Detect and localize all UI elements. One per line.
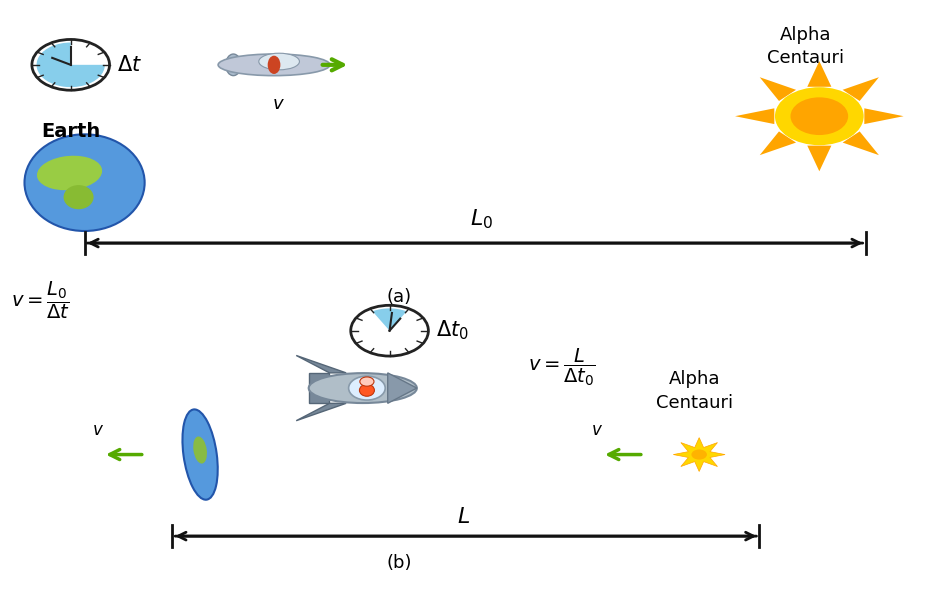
Polygon shape — [760, 77, 796, 101]
Circle shape — [360, 377, 374, 386]
Polygon shape — [807, 61, 832, 87]
Ellipse shape — [268, 56, 280, 74]
Polygon shape — [297, 403, 346, 421]
Text: (a): (a) — [387, 288, 412, 307]
Ellipse shape — [193, 436, 207, 464]
Circle shape — [32, 39, 109, 90]
Wedge shape — [373, 308, 407, 331]
Ellipse shape — [226, 54, 241, 76]
Circle shape — [775, 87, 864, 145]
Polygon shape — [760, 132, 796, 155]
Polygon shape — [843, 132, 879, 155]
Circle shape — [349, 376, 386, 400]
Ellipse shape — [24, 134, 145, 231]
Ellipse shape — [309, 373, 417, 403]
Polygon shape — [297, 356, 346, 373]
Polygon shape — [387, 373, 417, 403]
Text: $\Delta t_0$: $\Delta t_0$ — [436, 319, 469, 342]
Ellipse shape — [37, 156, 102, 190]
Text: $L_0$: $L_0$ — [470, 208, 493, 231]
Circle shape — [791, 97, 848, 135]
Text: Alpha
Centauri: Alpha Centauri — [656, 370, 733, 412]
Text: $v$: $v$ — [591, 421, 603, 439]
Polygon shape — [843, 77, 879, 101]
Text: $v$: $v$ — [93, 421, 105, 439]
Circle shape — [692, 449, 707, 459]
Polygon shape — [673, 438, 725, 472]
Wedge shape — [36, 42, 105, 87]
Text: $v$: $v$ — [273, 95, 286, 113]
Text: $\Delta t$: $\Delta t$ — [117, 55, 142, 75]
Text: Alpha
Centauri: Alpha Centauri — [767, 25, 844, 67]
Polygon shape — [735, 108, 774, 124]
Text: (b): (b) — [386, 554, 412, 572]
Circle shape — [350, 305, 428, 356]
Polygon shape — [864, 108, 904, 124]
Ellipse shape — [218, 54, 330, 76]
Text: $v = \dfrac{L_0}{\Delta t}$: $v = \dfrac{L_0}{\Delta t}$ — [10, 279, 70, 320]
Ellipse shape — [259, 53, 299, 70]
Text: Earth: Earth — [41, 122, 100, 141]
Text: $v = \dfrac{L}{\Delta t_0}$: $v = \dfrac{L}{\Delta t_0}$ — [528, 346, 596, 388]
Ellipse shape — [64, 185, 94, 209]
Polygon shape — [807, 146, 832, 171]
Ellipse shape — [183, 409, 218, 500]
Polygon shape — [309, 373, 329, 403]
Ellipse shape — [360, 384, 375, 396]
Text: $L$: $L$ — [457, 507, 470, 527]
